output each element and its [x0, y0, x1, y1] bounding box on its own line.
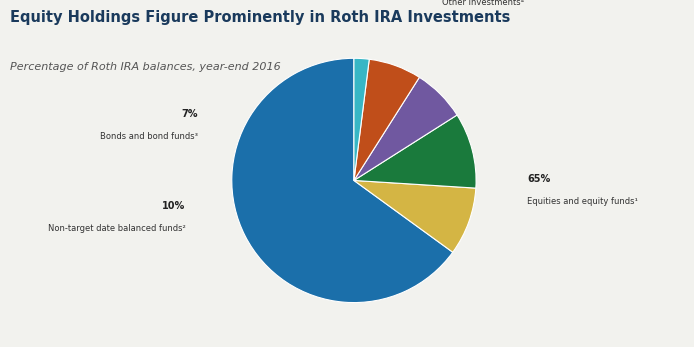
- Text: 65%: 65%: [527, 174, 550, 184]
- Wedge shape: [354, 180, 476, 252]
- Text: 10%: 10%: [162, 201, 185, 211]
- Wedge shape: [354, 59, 419, 180]
- Wedge shape: [354, 77, 457, 180]
- Text: Other investments⁴: Other investments⁴: [442, 0, 524, 7]
- Text: Percentage of Roth IRA balances, year-end 2016: Percentage of Roth IRA balances, year-en…: [10, 62, 281, 73]
- Text: Equity Holdings Figure Prominently in Roth IRA Investments: Equity Holdings Figure Prominently in Ro…: [10, 10, 511, 25]
- Text: Non-target date balanced funds²: Non-target date balanced funds²: [48, 223, 185, 232]
- Text: 7%: 7%: [181, 110, 198, 119]
- Text: Equities and equity funds¹: Equities and equity funds¹: [527, 197, 638, 206]
- Wedge shape: [354, 58, 369, 180]
- Wedge shape: [232, 58, 452, 303]
- Wedge shape: [354, 115, 476, 188]
- Text: Bonds and bond funds³: Bonds and bond funds³: [100, 132, 198, 141]
